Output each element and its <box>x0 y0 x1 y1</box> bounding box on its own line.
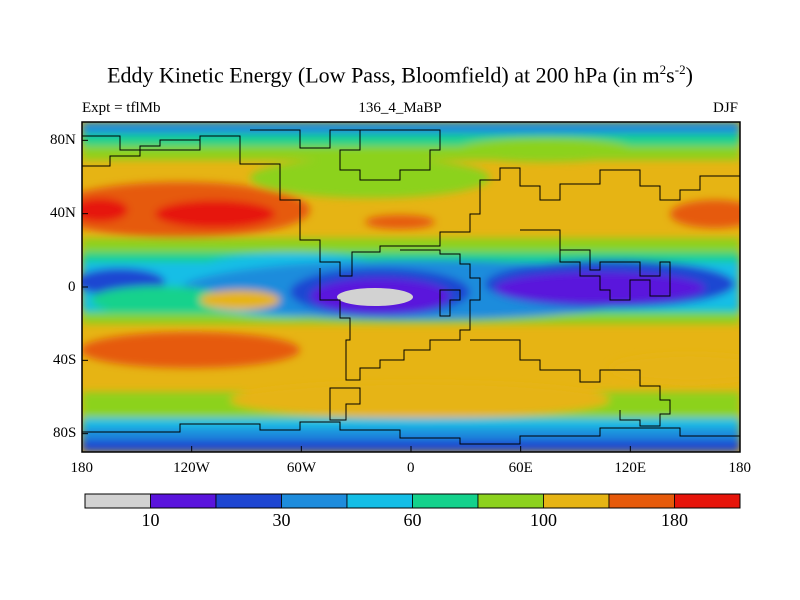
y-tick-label: 40N <box>50 205 76 222</box>
x-tick-label: 0 <box>407 460 415 476</box>
colorbar-swatch <box>346 493 413 509</box>
colorbar-swatch <box>412 493 479 509</box>
y-tick-label: 0 <box>68 278 76 295</box>
colorbar-swatch <box>150 493 217 509</box>
colorbar-swatch <box>608 493 675 509</box>
y-tick-label: 40S <box>53 351 77 368</box>
colorbar-label: 180 <box>661 510 688 530</box>
colorbar-swatch <box>215 493 282 509</box>
colorbar <box>84 493 741 509</box>
colorbar-swatch <box>674 493 741 509</box>
case-label: 136_4_MaBP <box>358 100 442 116</box>
x-tick-label: 180 <box>728 460 752 476</box>
coastline-outline <box>82 129 740 445</box>
colorbar-label: 30 <box>272 510 291 530</box>
colorbar-swatch <box>84 493 151 509</box>
experiment-label: Expt = tflMb <box>82 100 161 116</box>
colorbar-label: 100 <box>530 510 557 530</box>
x-tick-label: 60W <box>286 460 316 476</box>
y-tick-label: 80S <box>53 425 77 442</box>
x-tick-label: 120W <box>173 460 210 476</box>
colorbar-label: 60 <box>403 510 422 530</box>
colorbar-swatch <box>477 493 544 509</box>
chart-title: Eddy Kinetic Energy (Low Pass, Bloomfiel… <box>107 62 693 88</box>
season-label: DJF <box>712 100 738 116</box>
colorbar-swatch <box>543 493 610 509</box>
eke-field <box>82 122 740 452</box>
x-tick-label: 60E <box>508 460 533 476</box>
colorbar-frame <box>84 493 741 509</box>
x-tick-label: 180 <box>70 460 94 476</box>
colorbar-label: 10 <box>141 510 160 530</box>
x-tick-label: 120E <box>614 460 646 476</box>
y-tick-label: 80N <box>50 131 76 148</box>
colorbar-swatch <box>281 493 348 509</box>
